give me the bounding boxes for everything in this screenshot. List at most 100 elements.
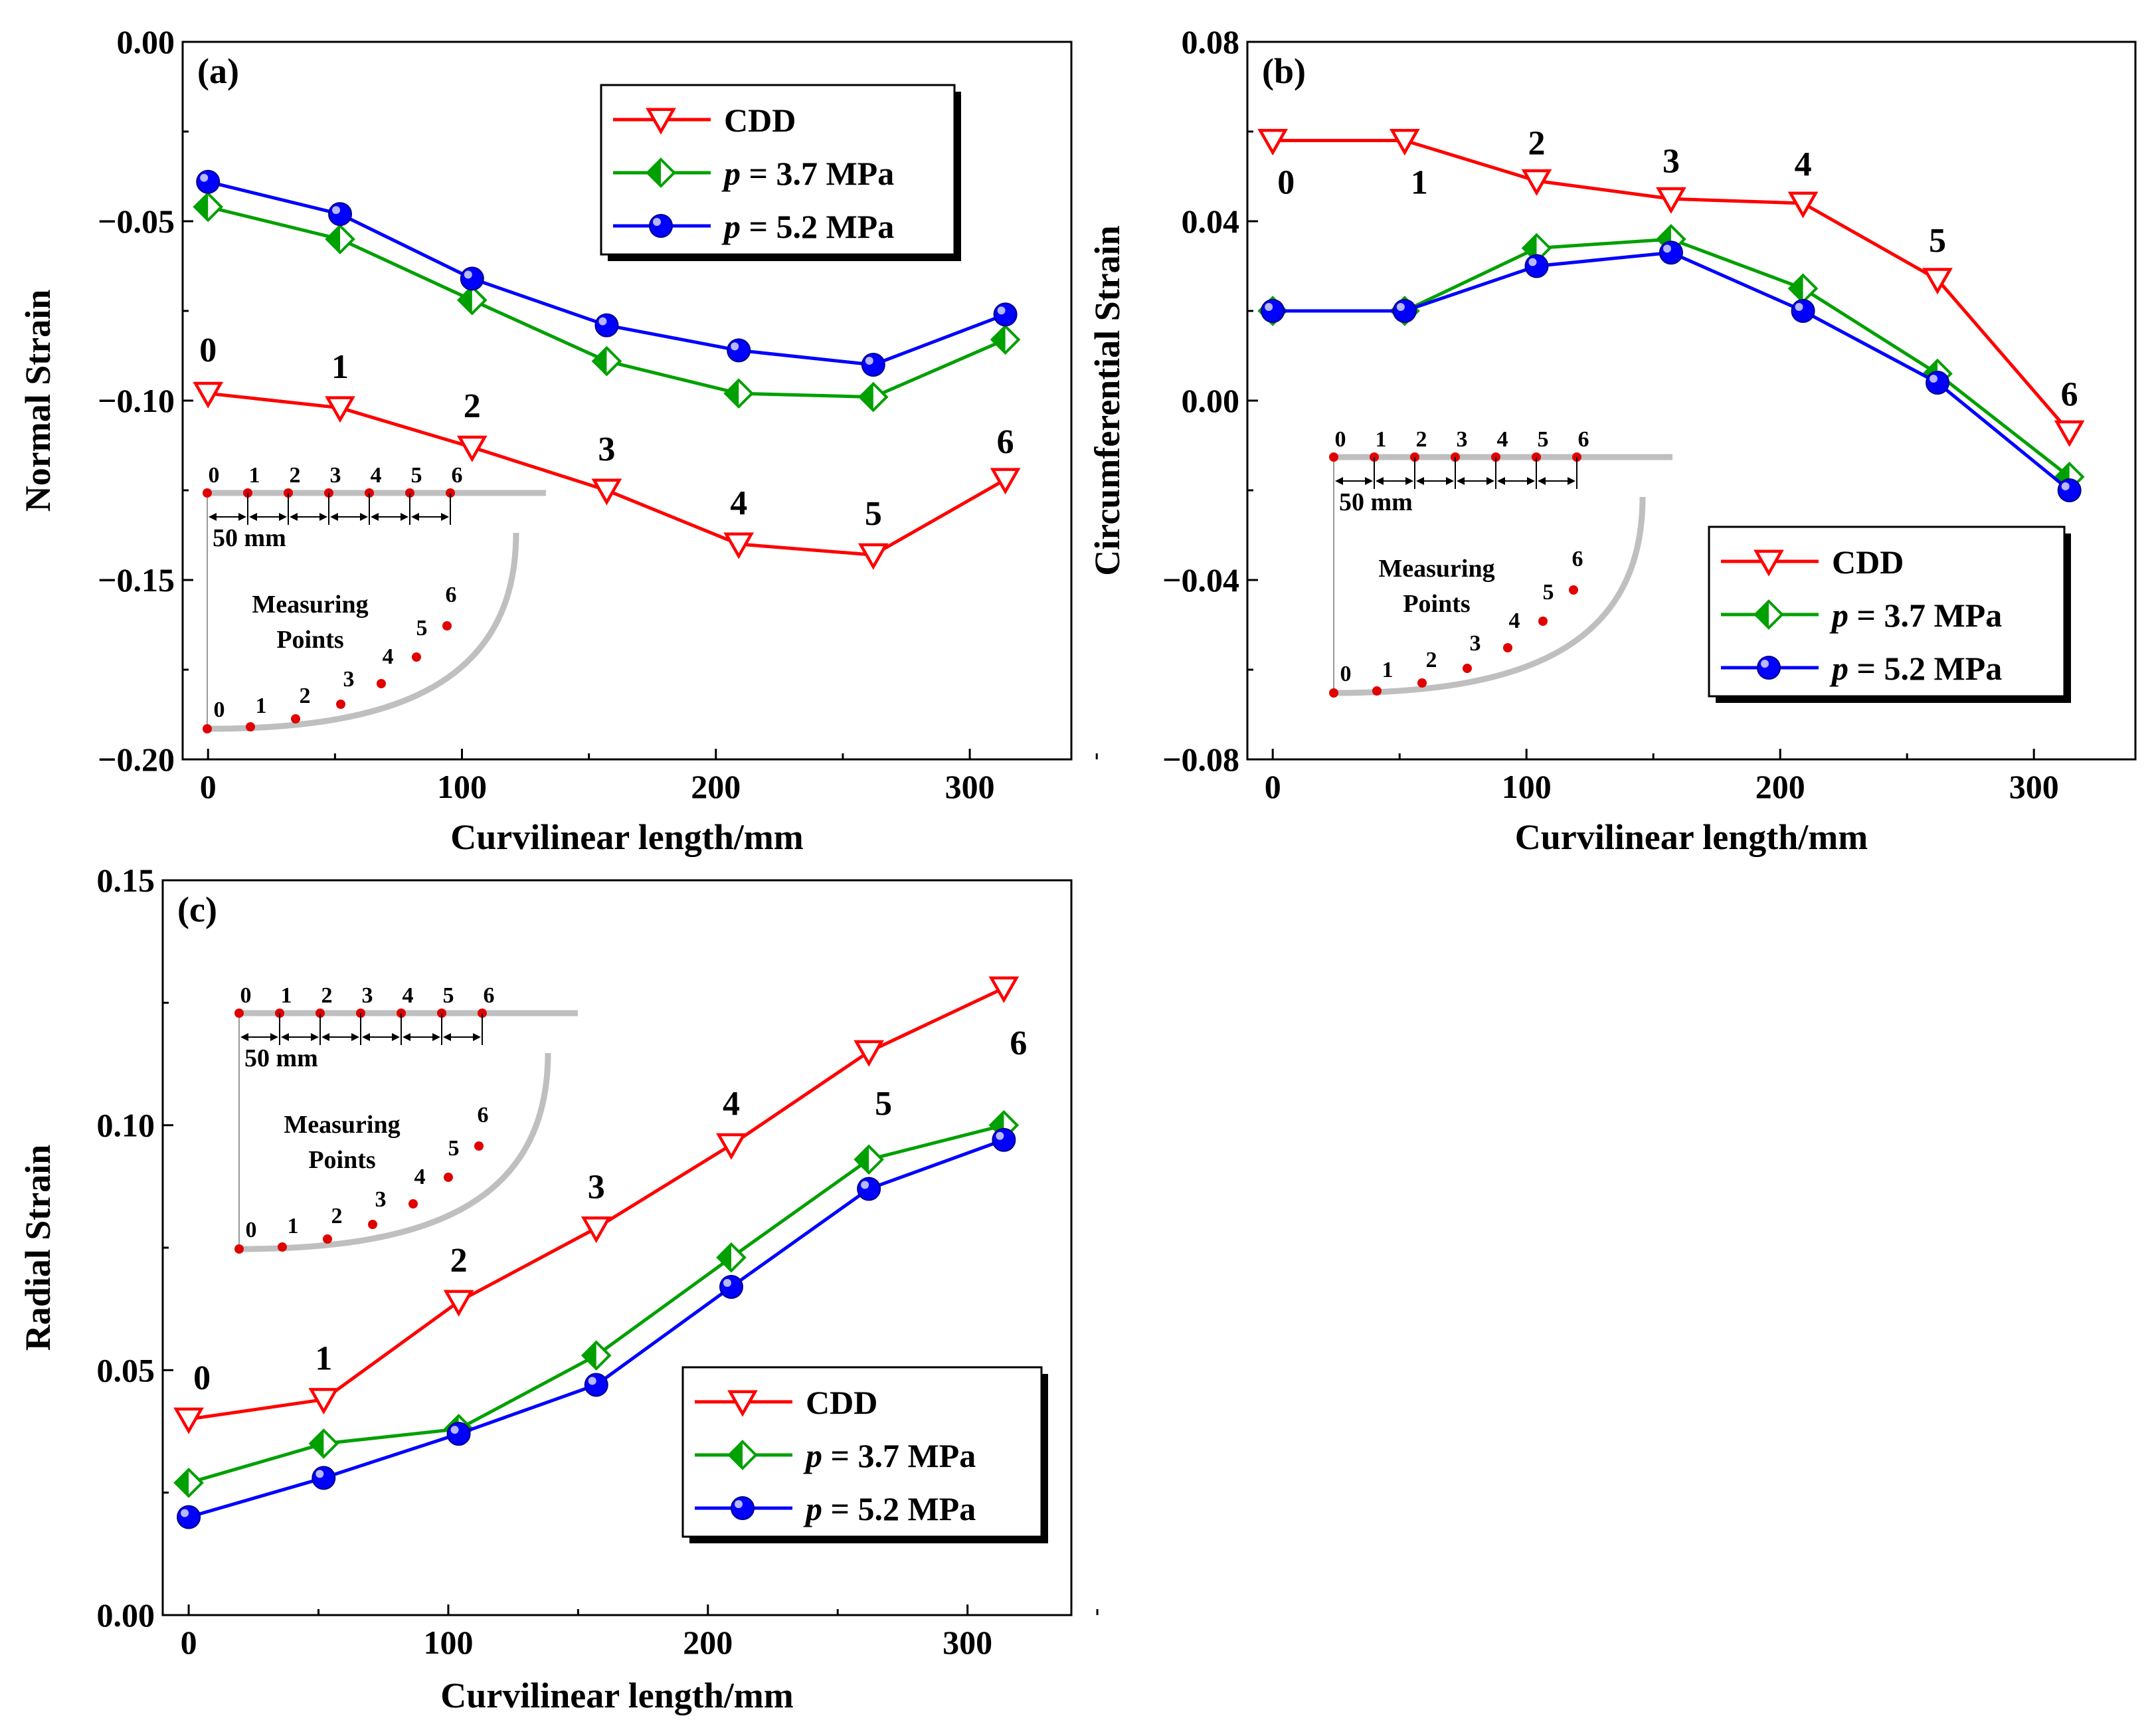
data-point-p52 [460, 266, 484, 291]
data-point-p52-highlight [997, 306, 1006, 315]
inset-top-number: 1 [1376, 427, 1387, 452]
inset-arrowhead [281, 1033, 289, 1041]
x-tick-label: 0 [181, 1624, 197, 1661]
inset-top-number: 6 [452, 463, 463, 488]
inset-top-number: 5 [1538, 427, 1549, 452]
inset-curve-dot [474, 1141, 484, 1151]
inset-curve-number: 5 [1543, 580, 1554, 605]
inset-curve-dot [377, 679, 386, 688]
inset-curve-dot [412, 652, 421, 662]
data-point-p37-half [855, 1146, 869, 1173]
inset-arrowhead [330, 513, 338, 521]
legend-p-value: = 5.2 MPa [822, 1490, 976, 1527]
inset-arrowhead [270, 1033, 278, 1041]
point-label: 2 [1528, 124, 1545, 162]
data-point-p37-half [725, 380, 739, 407]
data-point-p52 [594, 313, 619, 338]
inset-caption-line1: Measuring [252, 591, 368, 619]
inset-top-number: 3 [1457, 427, 1468, 452]
inset-arrowhead [1497, 477, 1505, 485]
data-point-p52 [196, 169, 221, 194]
legend-marker-p37-half [648, 159, 661, 186]
data-point-p52-highlight [1662, 244, 1671, 253]
series-p52 [177, 1127, 1016, 1529]
legend-label-cdd: CDD [724, 102, 796, 139]
y-tick-label: −0.04 [1162, 561, 1239, 599]
inset-curve-number: 1 [1382, 658, 1393, 682]
series-p37 [173, 1109, 1020, 1498]
point-label: 3 [598, 431, 615, 468]
data-point-cdd [2054, 420, 2085, 447]
data-point-p52-disc [1926, 371, 1950, 395]
data-point-p52-highlight [1930, 375, 1938, 383]
data-point-p52 [857, 1177, 881, 1201]
point-label: 1 [315, 1340, 332, 1378]
data-point-p52 [1791, 299, 1815, 323]
inset-caption-line2: Points [276, 626, 343, 654]
data-point-p52-disc [328, 202, 353, 227]
inset-curve-dot [444, 1173, 453, 1182]
inset-arrowhead [401, 513, 408, 521]
inset-top-number: 0 [1335, 427, 1346, 452]
point-label: 2 [450, 1242, 468, 1280]
data-point-p52 [1659, 241, 1683, 265]
legend-p-symbol: p [803, 1437, 822, 1474]
data-point-cdd [1656, 187, 1686, 214]
inset-arrowhead [1405, 477, 1413, 485]
y-tick-label: 0.04 [1182, 203, 1240, 240]
inset-arrowhead [1365, 477, 1373, 485]
inset-curve-number: 6 [478, 1103, 489, 1127]
data-point-p52-highlight [865, 357, 873, 365]
inset-curve-number: 5 [416, 616, 428, 640]
data-point-p52-highlight [598, 317, 607, 326]
inset-top-number: 2 [1416, 427, 1427, 452]
inset-top-number: 4 [371, 463, 382, 488]
data-point-cdd [1521, 169, 1552, 196]
y-axis-title: Normal Strain [18, 290, 58, 512]
data-point-p52-highlight [332, 206, 341, 215]
inset-caption-line2: Points [1403, 590, 1470, 618]
data-point-p37-half [992, 326, 1006, 353]
legend-marker-cdd [727, 1390, 758, 1417]
panel-tag: (a) [197, 51, 239, 91]
data-point-p52 [2057, 478, 2082, 502]
x-tick-label: 300 [945, 768, 995, 805]
point-label: 2 [464, 387, 481, 425]
legend-p-symbol: p [803, 1490, 822, 1527]
data-point-p37-half [195, 193, 209, 221]
series-cdd [193, 381, 1021, 570]
y-tick-label: 0.00 [97, 1596, 155, 1634]
inset-arrowhead [1538, 477, 1546, 485]
legend-marker-p52 [649, 214, 673, 238]
inset-arrowhead [238, 513, 246, 521]
data-point-p52-highlight [1396, 303, 1405, 311]
panel-tag: (b) [1262, 51, 1306, 91]
legend-label-p52: p = 5.2 MPa [721, 208, 894, 245]
data-point-p52 [1926, 371, 1950, 395]
data-point-p52 [1392, 299, 1417, 323]
inset-curve-dot [1569, 585, 1578, 595]
data-point-p52-highlight [181, 1509, 189, 1517]
point-label: 6 [997, 423, 1014, 461]
inset-top-number: 3 [362, 983, 373, 1008]
x-axis-title: Curvilinear length/mm [1515, 817, 1868, 857]
data-point-p52-highlight [731, 342, 739, 351]
series-line-cdd [207, 391, 1006, 557]
legend-label-cdd: CDD [806, 1384, 877, 1421]
inset-curve-number: 0 [246, 1218, 257, 1242]
inset-caption-line2: Points [308, 1146, 375, 1174]
legend-marker-p52-highlight [735, 1500, 743, 1508]
data-point-p52-disc [1524, 254, 1549, 278]
data-point-cdd [988, 976, 1020, 1003]
point-label: 4 [1795, 145, 1812, 183]
inset-curve-dot [1463, 664, 1472, 673]
data-point-p37 [1787, 273, 1819, 304]
legend-p-value: = 3.7 MPa [822, 1437, 976, 1474]
legend-marker-p37-half [1755, 601, 1769, 628]
inset-spacing-label: 50 mm [244, 1044, 318, 1072]
legend-marker-p37 [1753, 599, 1784, 630]
inset-arrowhead [411, 513, 419, 521]
y-axis-title: Radial Strain [18, 1145, 58, 1351]
data-point-p37-half [310, 1430, 324, 1457]
